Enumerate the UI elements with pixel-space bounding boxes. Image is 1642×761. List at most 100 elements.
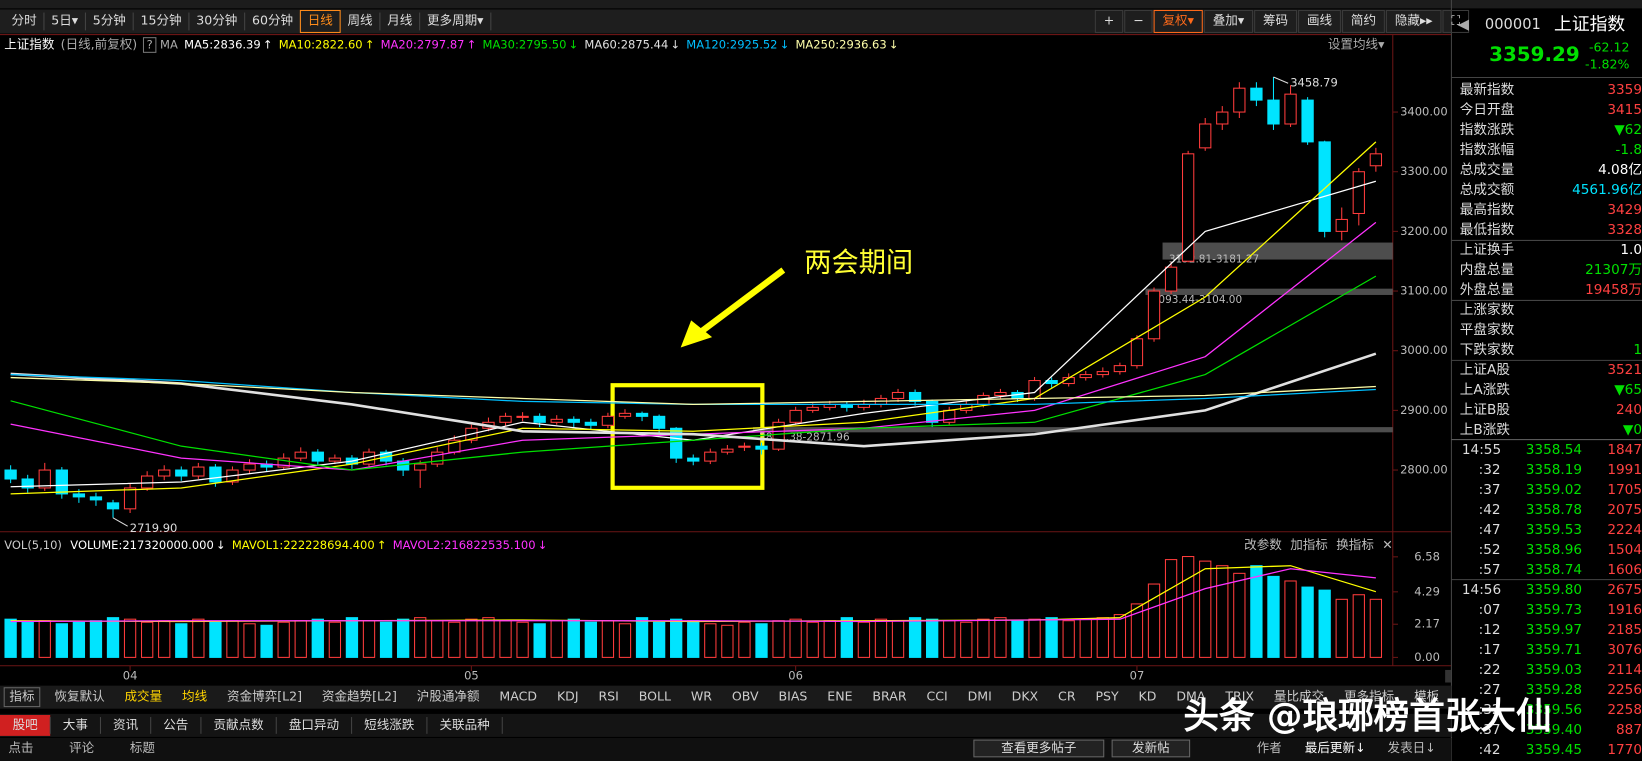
bottom-tab[interactable]: 大事 [63,717,88,732]
period-button[interactable]: 15分钟 [141,12,182,27]
indicator-tab[interactable]: WR [691,689,712,704]
chart-title: 上证指数 [4,37,55,52]
indicator-tab[interactable]: 资金博弈[L2] [227,689,302,704]
indicator-tab[interactable]: 更多指标 [1344,689,1394,704]
tool-button[interactable]: 叠加▾ [1213,12,1245,27]
indicator-tab[interactable]: 量比成交 [1274,689,1325,704]
tick-volume: 3076 [1607,642,1642,658]
legend-trend: ↓ [889,38,899,52]
period-button[interactable]: 5分钟 [93,12,126,27]
indicator-tab[interactable]: BRAR [872,689,906,704]
volume-action[interactable]: 换指标 [1336,537,1374,552]
ma-line [10,141,1377,495]
bottom-tab[interactable]: 资讯 [113,717,139,732]
arrow-head [680,320,713,348]
stock-name: 上证指数 [1554,14,1625,35]
sort-header[interactable]: 发表日↓ [1388,740,1436,755]
tool-frame [1254,9,1298,33]
candle-body [908,391,922,402]
volume-bar [72,621,86,658]
post-button[interactable]: 查看更多帖子 [1001,740,1076,755]
tool-button[interactable]: 画线 [1307,12,1333,27]
indicator-tab[interactable]: 资金趋势[L2] [322,689,397,704]
indicator-tab[interactable]: DMI [968,689,992,704]
bottom-tab[interactable]: 股吧 [13,717,39,732]
volume-bar [550,620,563,658]
indicator-tab[interactable]: CCI [926,689,947,704]
tool-button[interactable]: ⛶ [1450,12,1461,27]
candle-body [192,466,205,477]
tool-button[interactable]: 筹码 [1263,12,1288,27]
tick-time: :37 [1479,482,1501,498]
price-change: -62.12 [1589,40,1629,55]
indicator-tab[interactable]: KDJ [557,689,579,704]
indicator-tab[interactable]: KD [1139,689,1157,704]
indicator-tab[interactable]: BOLL [639,689,671,704]
indicator-tab[interactable]: ENE [827,689,852,704]
annotation: 两会期间 [804,247,913,278]
indicator-tab[interactable]: DMA [1176,689,1205,704]
tick-price: 3359.71 [1526,642,1582,658]
candle-body [294,451,307,459]
volume-action[interactable]: 改参数 [1244,537,1282,552]
indicator-tab[interactable]: OBV [732,689,759,704]
post-button[interactable]: 发新帖 [1132,740,1170,755]
indicator-tab[interactable]: TRIX [1224,689,1254,704]
active-frame [299,9,341,33]
indicator-tab[interactable]: DKX [1012,689,1039,704]
indicator-tab[interactable]: BIAS [779,689,808,704]
tool-button[interactable]: 简约 [1351,12,1376,27]
indicator-tab[interactable]: CR [1058,689,1076,704]
indicator-tab[interactable]: 沪股通净额 [417,689,480,704]
bottom-tab[interactable]: 公告 [163,717,188,732]
bottom-tab[interactable]: 贡献点数 [213,717,264,732]
tool-button[interactable]: 隐藏▸▸ [1395,12,1433,27]
candle-body [772,421,785,450]
indicator-tab[interactable]: PSY [1095,689,1119,704]
volume-bar [1181,556,1195,658]
bottom-tab[interactable]: 关联品种 [439,717,489,732]
menu-strip [0,0,1642,9]
legend-entry: MA60:2875.44 [584,38,668,52]
candle-body [721,448,734,453]
column-header: 点击 [8,740,33,755]
legend-entry: MA30:2795.50 [483,38,567,52]
tool-button[interactable]: + [1104,12,1115,27]
indicator-tab[interactable]: 均线 [182,689,208,704]
help-icon[interactable]: ? [147,38,153,52]
sort-header[interactable]: 作者 [1257,740,1282,755]
ma-settings[interactable]: 设置均线▾ [1328,37,1385,52]
tick-volume: 1770 [1607,742,1642,758]
tool-button[interactable]: − [1133,12,1144,27]
indicator-tab[interactable]: RSI [598,689,618,704]
scroll-arrow[interactable] [1445,669,1452,683]
period-button[interactable]: 5日▾ [51,12,79,27]
period-button[interactable]: 周线 [347,12,373,27]
volume-action[interactable]: ✕ [1382,537,1393,552]
indicator-tab[interactable]: MACD [499,689,537,704]
period-button[interactable]: 分时 [12,12,38,27]
bottom-tab[interactable]: 短线涨跌 [364,717,415,732]
volume-bar [755,623,768,658]
volume-action[interactable]: 加指标 [1290,537,1328,552]
indicator-tab[interactable]: 指标 [9,689,34,704]
period-button[interactable]: 30分钟 [196,12,237,27]
sort-header[interactable]: 最后更新↓ [1305,740,1366,755]
indicator-tab[interactable]: 恢复默认 [54,689,105,704]
indicator-tab[interactable]: 模板 [1414,689,1440,704]
volume-bar [1147,583,1161,658]
bottom-tab[interactable]: 盘口异动 [289,717,339,732]
period-button[interactable]: 更多周期▾ [427,12,484,27]
tool-frame [1094,9,1124,33]
period-button[interactable]: 60分钟 [252,12,293,27]
period-button[interactable]: 日线 [308,12,334,27]
quote-value: 3328 [1607,222,1642,238]
indicator-tab[interactable]: 成交量 [125,689,163,704]
candle-body [516,415,529,418]
period-button[interactable]: 月线 [387,12,413,27]
tick-price: 3359.97 [1526,622,1582,638]
tool-button[interactable]: 复权▾ [1162,12,1194,27]
candle-body [209,466,222,483]
